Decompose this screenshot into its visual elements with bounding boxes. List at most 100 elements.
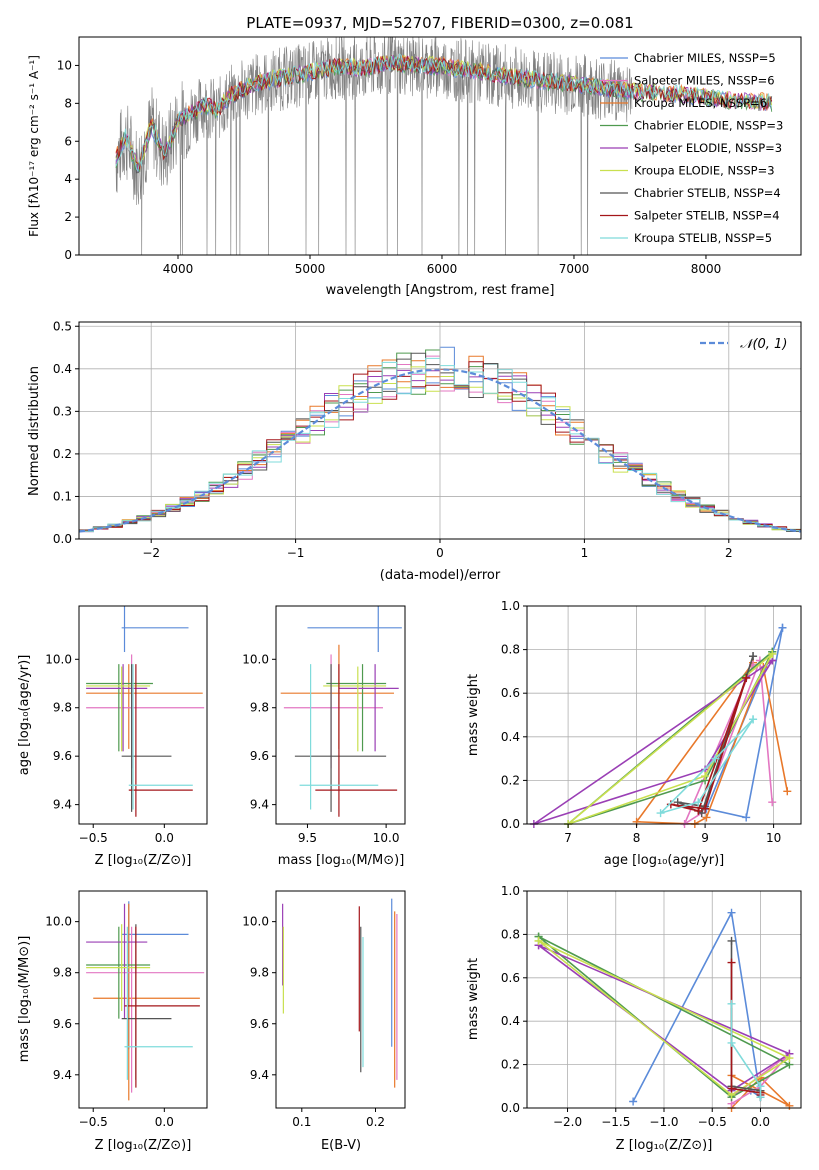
residuals-panel: −2 −1 0 1 2 0.0 0.1 0.2 0.3 0.4 0.5 (data-model)/e… xyxy=(27,319,802,583)
x-tick-label: −1.0 xyxy=(649,1115,678,1129)
y-tick-label: 0.6 xyxy=(501,971,520,985)
weight-line xyxy=(730,1003,762,1098)
spectrum-ticks: 4000 5000 6000 7000 8000 0 2 4 6 8 10 xyxy=(57,58,722,276)
mass-vs-z-plot-area xyxy=(86,901,205,1101)
weight-point xyxy=(711,754,720,763)
legend-label: Chabrier STELIB, NSSP=4 xyxy=(634,186,781,200)
age-vs-z-plot-area xyxy=(86,606,205,817)
y-tick-label: 0.0 xyxy=(501,1101,520,1115)
weight-point xyxy=(783,787,792,796)
y-tick-label: 0.5 xyxy=(53,319,72,333)
weight-point xyxy=(701,804,710,813)
mass-vs-ebv-plot-area xyxy=(282,898,398,1088)
weight-vs-age-ticks: 7 8 9 10 0.0 0.2 0.4 0.6 0.8 1.0 xyxy=(501,599,781,845)
y-tick-label: 9.4 xyxy=(53,1068,72,1082)
age-vs-z-ticks: −0.5 0.0 9.4 9.6 9.8 10.0 xyxy=(45,652,174,845)
x-tick-label: 4000 xyxy=(163,262,194,276)
weight-point xyxy=(727,958,736,967)
weight-point xyxy=(629,1097,638,1106)
y-tick-label: 9.8 xyxy=(53,701,72,715)
age-vs-z-axes-frame xyxy=(78,605,208,825)
legend-label: Kroupa ELODIE, NSSP=3 xyxy=(634,164,775,178)
y-tick-label: 9.6 xyxy=(53,1017,72,1031)
y-tick-label: 0.8 xyxy=(501,643,520,657)
weight-point xyxy=(749,652,758,661)
age-vs-mass-ticks: 9.5 10.0 9.4 9.6 9.8 10.0 xyxy=(242,652,399,845)
x-tick-label: −0.5 xyxy=(698,1115,727,1129)
x-tick-label: 1 xyxy=(581,546,589,560)
legend-label: Kroupa STELIB, NSSP=5 xyxy=(634,231,772,245)
weight-vs-z-ticks: −2.0 −1.5 −1.0 −0.5 0.0 0.0 0.2 0.4 0.6 0.8 1.0 xyxy=(501,884,770,1129)
normal-legend-label: 𝒩(0, 1) xyxy=(740,337,787,352)
mass-vs-z-xlabel: Z [log₁₀(Z/Z⊙)] xyxy=(95,1138,192,1153)
legend-label: Salpeter ELODIE, NSSP=3 xyxy=(634,141,782,155)
weight-vs-age-ylabel: mass weight xyxy=(466,674,481,756)
y-tick-label: 0.0 xyxy=(501,817,520,831)
x-tick-label: −0.5 xyxy=(79,831,108,845)
y-tick-label: 9.4 xyxy=(250,1068,269,1082)
age-vs-mass-plot-area xyxy=(280,606,402,817)
weight-vs-z-xlabel: Z [log₁₀(Z/Z⊙)] xyxy=(616,1138,713,1153)
weight-point xyxy=(727,936,736,945)
x-tick-label: 7000 xyxy=(559,262,590,276)
spectrum-ylabel: Flux [fλ10⁻¹⁷ erg cm⁻² s⁻¹ A⁻¹] xyxy=(27,55,41,237)
residuals-ticks: −2 −1 0 1 2 0.0 0.1 0.2 0.3 0.4 0.5 xyxy=(53,319,733,560)
weight-point xyxy=(656,809,665,818)
weight-point xyxy=(768,649,777,658)
weight-vs-z-panel: −2.0 −1.5 −1.0 −0.5 0.0 0.0 0.2 0.4 0.6 0.8 1.0 Z … xyxy=(466,884,802,1153)
weight-point xyxy=(785,1054,794,1063)
y-tick-label: 0.2 xyxy=(501,1058,520,1072)
mass-vs-ebv-panel: 0.1 0.2 9.4 9.6 9.8 10.0 E(B-V) xyxy=(242,890,406,1153)
y-tick-label: 8 xyxy=(64,96,72,110)
weight-point xyxy=(666,800,675,809)
x-tick-label: −2 xyxy=(142,546,160,560)
y-tick-label: 10.0 xyxy=(45,915,72,929)
weight-line xyxy=(731,1053,790,1105)
weight-point xyxy=(701,772,710,781)
x-tick-label: 10.0 xyxy=(373,831,400,845)
legend-label: Kroupa MILES, NSSP=6 xyxy=(634,96,767,110)
x-tick-label: 9 xyxy=(701,831,709,845)
y-tick-label: 0.4 xyxy=(501,1014,520,1028)
age-vs-mass-xlabel: mass [log₁₀(M/M⊙)] xyxy=(278,853,405,868)
weight-line xyxy=(635,662,789,825)
mass-vs-ebv-xlabel: E(B-V) xyxy=(321,1138,361,1153)
y-tick-label: 0.4 xyxy=(501,730,520,744)
weight-point xyxy=(749,715,758,724)
y-tick-label: 9.6 xyxy=(250,1017,269,1031)
y-tick-label: 9.4 xyxy=(250,798,269,812)
weight-line xyxy=(567,653,773,825)
residuals-legend: 𝒩(0, 1) xyxy=(700,337,787,352)
weight-vs-age-panel: 7 8 9 10 0.0 0.2 0.4 0.6 0.8 1.0 age [log₁₀(age/y… xyxy=(466,599,802,868)
y-tick-label: 0.2 xyxy=(53,447,72,461)
y-tick-label: 9.8 xyxy=(250,966,269,980)
x-tick-label: 0 xyxy=(436,546,444,560)
spectrum-axes-frame xyxy=(78,36,802,256)
x-tick-label: 5000 xyxy=(295,262,326,276)
spectrum-panel: PLATE=0937, MJD=52707, FIBERID=0300, z=0… xyxy=(27,14,802,298)
x-tick-label: 7 xyxy=(564,831,572,845)
y-tick-label: 1.0 xyxy=(501,599,520,613)
mass-vs-ebv-axes-frame xyxy=(275,890,406,1109)
legend-label: Chabrier MILES, NSSP=5 xyxy=(634,51,776,65)
mass-vs-z-ticks: −0.5 0.0 9.4 9.6 9.8 10.0 xyxy=(45,915,174,1129)
spectrum-plot-area xyxy=(115,37,773,255)
y-tick-label: 2 xyxy=(64,210,72,224)
x-tick-label: 8000 xyxy=(691,262,722,276)
weight-point xyxy=(727,999,736,1008)
weight-point xyxy=(727,1038,736,1047)
mass-vs-z-axes-frame xyxy=(78,890,208,1109)
model-spectrum-line xyxy=(115,55,773,170)
residuals-ylabel: Normed distribution xyxy=(27,366,42,496)
weight-point xyxy=(768,798,777,807)
weight-point xyxy=(702,813,711,822)
age-vs-mass-panel: 9.5 10.0 9.4 9.6 9.8 10.0 mass [log₁₀(M/M⊙)] xyxy=(242,605,406,868)
age-vs-z-panel: −0.5 0.0 9.4 9.6 9.8 10.0 Z [log₁₀(Z/Z⊙)] age… xyxy=(17,605,208,868)
y-tick-label: 10.0 xyxy=(242,915,269,929)
residuals-plot-area xyxy=(79,322,801,540)
y-tick-label: 4 xyxy=(64,172,72,186)
spectrum-xlabel: wavelength [Angstrom, rest frame] xyxy=(326,283,555,298)
y-tick-label: 1.0 xyxy=(501,884,520,898)
y-tick-label: 0.6 xyxy=(501,686,520,700)
